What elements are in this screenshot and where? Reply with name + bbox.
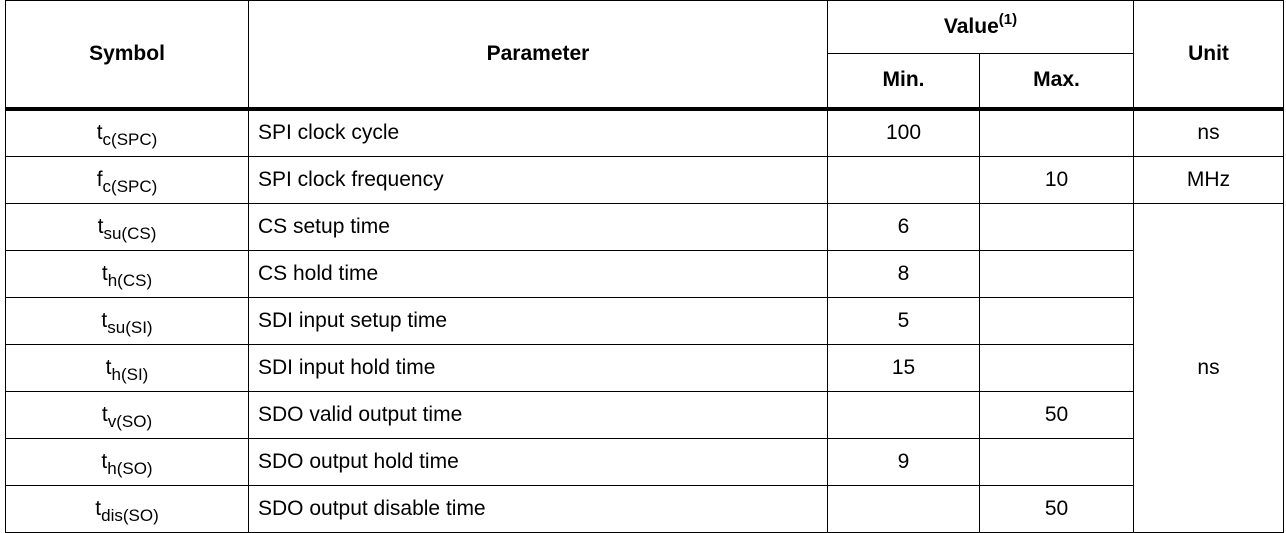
min-cell: 100	[827, 108, 980, 157]
header-parameter: Parameter	[248, 0, 828, 111]
parameter-cell: SPI clock cycle	[248, 108, 828, 157]
symbol-cell: tc(SPC)	[5, 108, 249, 157]
parameter-cell: SPI clock frequency	[248, 156, 828, 204]
unit-cell: ns	[1133, 108, 1284, 157]
parameter-cell: SDO output hold time	[248, 438, 828, 486]
timing-table: Symbol Parameter Value(1) Unit Min. Max.…	[5, 0, 1284, 533]
max-cell: 50	[979, 391, 1134, 439]
header-min: Min.	[827, 53, 980, 111]
table-header: Symbol Parameter Value(1) Unit Min. Max.	[5, 0, 1284, 111]
max-cell	[979, 344, 1134, 392]
max-cell	[979, 250, 1134, 298]
symbol-subscript: c(SPC)	[102, 130, 158, 150]
min-cell	[827, 156, 980, 204]
symbol-base: t	[101, 309, 108, 332]
table-row: tc(SPC) SPI clock cycle 100 ns	[5, 108, 1284, 157]
symbol-cell: tsu(SI)	[5, 297, 249, 345]
symbol-base: t	[101, 262, 108, 285]
header-value: Value(1)	[827, 0, 1134, 54]
header-unit: Unit	[1133, 0, 1284, 111]
min-cell	[827, 485, 980, 533]
table-row: th(SI) SDI input hold time 15	[5, 344, 1284, 392]
table-row: tsu(SI) SDI input setup time 5	[5, 297, 1284, 345]
symbol-subscript: h(SO)	[107, 459, 153, 478]
table-row: th(SO) SDO output hold time 9	[5, 438, 1284, 486]
parameter-cell: CS hold time	[248, 250, 828, 298]
header-value-label: Value	[943, 15, 999, 38]
max-cell	[979, 108, 1134, 157]
symbol-cell: tsu(CS)	[5, 203, 249, 251]
min-cell: 9	[827, 438, 980, 486]
table-row: fc(SPC) SPI clock frequency 10 MHz	[5, 156, 1284, 204]
min-cell: 8	[827, 250, 980, 298]
header-value-footnote: (1)	[998, 11, 1018, 28]
min-cell	[827, 391, 980, 439]
symbol-base: t	[105, 356, 112, 379]
parameter-cell: SDO valid output time	[248, 391, 828, 439]
max-cell: 10	[979, 156, 1134, 204]
symbol-subscript: h(SI)	[111, 365, 149, 384]
max-cell: 50	[979, 485, 1134, 533]
parameter-cell: SDI input setup time	[248, 297, 828, 345]
symbol-base: t	[97, 215, 104, 238]
max-cell	[979, 203, 1134, 251]
symbol-cell: tdis(SO)	[5, 485, 249, 533]
unit-cell: MHz	[1133, 156, 1284, 204]
min-cell: 5	[827, 297, 980, 345]
symbol-subscript: dis(SO)	[101, 506, 159, 525]
parameter-cell: CS setup time	[248, 203, 828, 251]
symbol-subscript: su(CS)	[103, 224, 157, 243]
symbol-subscript: v(SO)	[107, 412, 153, 431]
symbol-base: t	[101, 450, 108, 473]
parameter-cell: SDO output disable time	[248, 485, 828, 533]
table-row: tdis(SO) SDO output disable time 50	[5, 485, 1284, 533]
max-cell	[979, 438, 1134, 486]
header-max: Max.	[979, 53, 1134, 111]
symbol-cell: fc(SPC)	[5, 156, 249, 204]
unit-cell-merged: ns	[1133, 203, 1284, 533]
symbol-base: t	[101, 403, 108, 426]
symbol-base: t	[95, 497, 102, 520]
min-cell: 15	[827, 344, 980, 392]
symbol-subscript: h(CS)	[107, 271, 153, 290]
symbol-cell: th(SI)	[5, 344, 249, 392]
parameter-cell: SDI input hold time	[248, 344, 828, 392]
symbol-cell: th(CS)	[5, 250, 249, 298]
symbol-cell: tv(SO)	[5, 391, 249, 439]
symbol-subscript: su(SI)	[107, 318, 153, 337]
symbol-base: f	[96, 168, 103, 191]
symbol-subscript: c(SPC)	[102, 177, 158, 196]
table-row: tsu(CS) CS setup time 6 ns	[5, 203, 1284, 533]
symbol-cell: th(SO)	[5, 438, 249, 486]
table-row: th(CS) CS hold time 8	[5, 250, 1284, 298]
table-row: tv(SO) SDO valid output time 50	[5, 391, 1284, 439]
table-body: tc(SPC) SPI clock cycle 100 ns fc(SPC) S…	[5, 108, 1284, 533]
symbol-base: t	[96, 121, 103, 145]
header-symbol: Symbol	[5, 0, 249, 111]
max-cell	[979, 297, 1134, 345]
min-cell: 6	[827, 203, 980, 251]
